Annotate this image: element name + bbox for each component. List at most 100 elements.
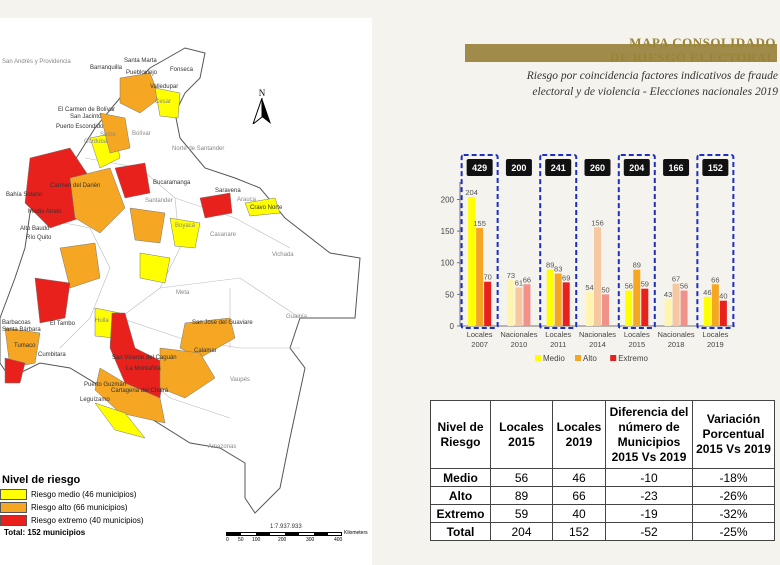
table-cell: -18% bbox=[692, 468, 775, 487]
x-tick-label: 2011 bbox=[550, 340, 566, 349]
region-medium-boyaca bbox=[169, 217, 201, 249]
bar-extremo bbox=[719, 300, 727, 326]
total-badge bbox=[663, 159, 690, 176]
bar-alto bbox=[594, 227, 601, 326]
y-tick-label: 50 bbox=[445, 290, 454, 299]
total-badge bbox=[545, 159, 572, 176]
map-label-valledupar: Valledupar bbox=[150, 84, 179, 90]
bar-value-label: 70 bbox=[483, 273, 491, 282]
map-label-cesar: Cesar bbox=[155, 99, 172, 105]
table-cell: 152 bbox=[552, 522, 606, 541]
bar-alto bbox=[711, 284, 719, 326]
map-label-fonseca: Fonseca bbox=[170, 67, 194, 73]
map-label-norte-santander: Norte de Santander bbox=[172, 146, 225, 152]
table-header: Locales 2015 bbox=[490, 400, 553, 469]
x-tick-label: Locales bbox=[702, 330, 728, 339]
bar-value-label: 56 bbox=[625, 282, 633, 291]
legend-swatch-high bbox=[0, 502, 27, 513]
page-subtitle-line1: Riesgo por coincidencia factores indicat… bbox=[526, 70, 778, 82]
table-cell: -25% bbox=[692, 522, 775, 541]
map-label-barbacoas: Barbacoas bbox=[2, 320, 31, 326]
legend-label-alto: Alto bbox=[583, 354, 597, 363]
legend-label-extremo: Extremo bbox=[618, 354, 648, 363]
x-tick-label: 2015 bbox=[628, 340, 645, 349]
region-high-north bbox=[119, 72, 161, 114]
bar-value-label: 46 bbox=[703, 288, 711, 297]
table-header: Nivel de Riesgo bbox=[430, 400, 491, 469]
highlight-box bbox=[539, 154, 578, 329]
total-badge-label: 429 bbox=[472, 163, 487, 173]
legend-swatch-extremo bbox=[610, 355, 617, 361]
bar-value-label: 69 bbox=[562, 273, 570, 282]
risk-bar-chart: 0 50 100 150 200 429 204 155 70 Locales 2007 200 73 6… bbox=[430, 150, 780, 380]
scale-unit: Kilometers bbox=[344, 530, 368, 536]
total-badge-label: 241 bbox=[551, 163, 566, 173]
map-label-puebloviejo: Puebloviejo bbox=[126, 70, 158, 76]
legend-swatch-medium bbox=[0, 489, 27, 500]
region-high-valle bbox=[59, 242, 101, 289]
map-label-el-tambo: El Tambo bbox=[50, 321, 75, 327]
total-badge bbox=[623, 159, 650, 176]
table-cell: Medio bbox=[430, 468, 491, 487]
region-medium-cundinamarca bbox=[139, 252, 171, 284]
map-label-santa-marta: Santa Marta bbox=[124, 58, 157, 64]
map-label-guainia: Guainía bbox=[286, 314, 308, 320]
bar-value-label: 56 bbox=[680, 282, 688, 291]
region-high-narino bbox=[4, 327, 41, 369]
y-tick-label: 0 bbox=[450, 322, 455, 331]
risk-regions bbox=[4, 72, 281, 439]
table-cell: -19 bbox=[605, 504, 693, 523]
legend-item-medium: Riesgo medio (46 municipios) bbox=[0, 489, 144, 500]
map-label-santa-barbara: Santa Bárbara bbox=[2, 327, 41, 333]
colombia-map bbox=[0, 47, 361, 514]
bar-value-label: 50 bbox=[601, 285, 609, 294]
map-label-bucaramanga: Bucaramanga bbox=[153, 180, 191, 186]
total-badge bbox=[466, 159, 493, 176]
bar-extremo bbox=[641, 288, 649, 326]
y-tick-label: 150 bbox=[441, 227, 455, 236]
map-label-la-montanita: La Montañita bbox=[126, 366, 161, 372]
bar-alto bbox=[554, 273, 562, 326]
table-header: Variación Porcentual 2015 Vs 2019 bbox=[692, 400, 775, 469]
bar-medio bbox=[546, 269, 554, 326]
bar-value-label: 89 bbox=[546, 261, 554, 270]
map-label-alto-baudo: Alto Baudó bbox=[20, 226, 50, 232]
region-medium-leguizamo bbox=[94, 402, 146, 439]
comparison-table: Nivel de Riesgo Locales 2015 Locales 201… bbox=[430, 400, 775, 541]
scale-tick: 100 bbox=[252, 537, 261, 543]
table-row: Total 204 152 -52 -25% bbox=[430, 522, 775, 541]
region-extreme-norte bbox=[114, 162, 151, 199]
map-label-cumbitara: Cumbitara bbox=[38, 352, 66, 358]
bar-medio bbox=[664, 298, 672, 326]
x-tick-label: Nacionales bbox=[500, 330, 537, 339]
bar-value-label: 61 bbox=[515, 278, 523, 287]
region-extreme-cauca bbox=[34, 277, 71, 324]
x-tick-label: 2018 bbox=[668, 340, 685, 349]
total-badge-label: 166 bbox=[669, 163, 684, 173]
x-tick-label: Locales bbox=[467, 330, 493, 339]
y-tick-label: 100 bbox=[441, 259, 455, 268]
map-label-saravena: Saravena bbox=[215, 188, 241, 194]
legend-swatch-alto bbox=[575, 355, 581, 361]
map-label-san-jose-guaviare: San José del Guaviare bbox=[192, 320, 253, 326]
bar-medio bbox=[468, 196, 476, 326]
table-cell: Extremo bbox=[430, 504, 491, 523]
table-cell: 40 bbox=[552, 504, 606, 523]
table-cell: -32% bbox=[692, 504, 775, 523]
legend-item-extreme: Riesgo extremo (40 municipios) bbox=[0, 515, 144, 526]
north-arrow: N bbox=[251, 88, 272, 129]
bar-extremo bbox=[602, 294, 609, 326]
bar-extremo bbox=[523, 284, 531, 326]
region-medium-cravo bbox=[244, 197, 281, 217]
page-title-line2: DE RIESGO ELECTORAL bbox=[609, 50, 776, 65]
table-header-row: Nivel de Riesgo Locales 2015 Locales 201… bbox=[430, 400, 775, 469]
x-tick-label: Nacionales bbox=[579, 330, 616, 339]
region-extreme-tumaco bbox=[4, 357, 26, 384]
table-row: Medio 56 46 -10 -18% bbox=[430, 468, 775, 487]
legend-item-high: Riesgo alto (66 municipios) bbox=[0, 502, 144, 513]
bar-value-label: 67 bbox=[672, 275, 680, 284]
x-tick-label: 2007 bbox=[471, 340, 488, 349]
legend-total: Total: 152 municipios bbox=[4, 528, 86, 537]
legend-title: Nivel de riesgo bbox=[2, 474, 81, 486]
map-legend: Nivel de riesgo Riesgo medio (46 municip… bbox=[0, 474, 144, 537]
